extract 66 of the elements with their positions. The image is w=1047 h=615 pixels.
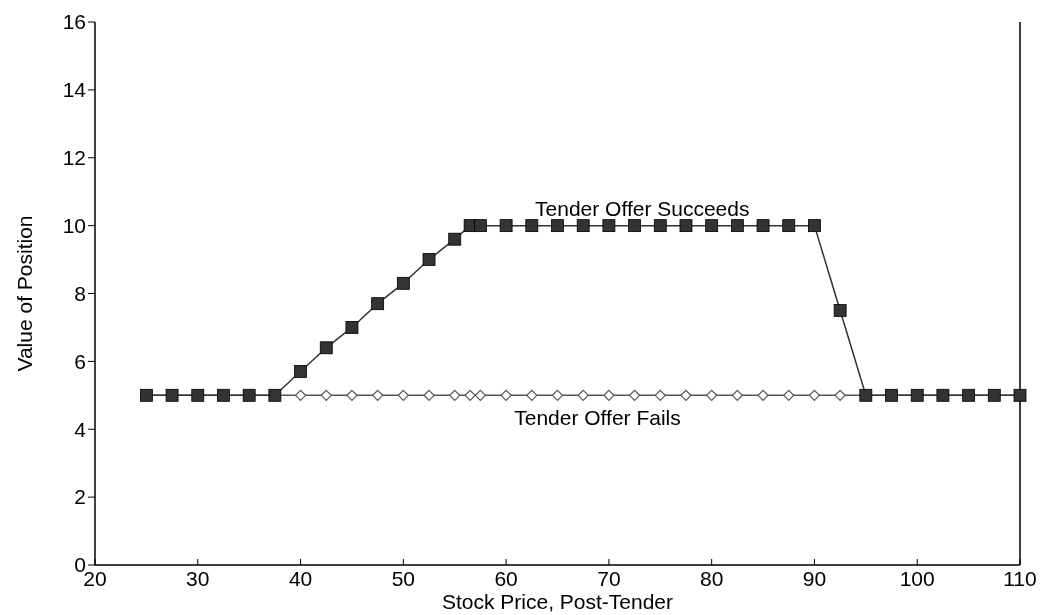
point bbox=[577, 389, 589, 401]
x-tick-label: 50 bbox=[391, 567, 416, 590]
point bbox=[396, 276, 410, 290]
x-tick-label: 70 bbox=[597, 567, 621, 590]
point bbox=[628, 389, 641, 401]
point bbox=[397, 389, 409, 401]
point bbox=[319, 341, 333, 355]
y-tick-label: 10 bbox=[62, 213, 86, 237]
y-axis-title: Value of Position bbox=[13, 215, 36, 372]
series-label: Tender Offer Fails bbox=[514, 406, 681, 430]
x-tick-label: 110 bbox=[1003, 567, 1037, 590]
x-axis-title: Stock Price, Post-Tender bbox=[441, 590, 674, 613]
point bbox=[525, 219, 539, 233]
point bbox=[500, 389, 512, 401]
x-tick-label: 100 bbox=[899, 567, 935, 590]
point bbox=[680, 389, 692, 401]
point bbox=[706, 389, 718, 401]
point bbox=[526, 389, 538, 401]
point bbox=[448, 232, 462, 246]
point bbox=[474, 389, 487, 401]
x-tick-label: 90 bbox=[802, 567, 827, 590]
point bbox=[705, 219, 719, 233]
point bbox=[756, 219, 770, 233]
point bbox=[834, 389, 846, 401]
point bbox=[757, 389, 769, 401]
point bbox=[474, 219, 487, 233]
point bbox=[653, 219, 667, 233]
point bbox=[294, 389, 307, 401]
x-tick-label: 80 bbox=[699, 567, 724, 590]
point bbox=[731, 389, 743, 401]
point bbox=[679, 219, 693, 233]
y-tick-label: 2 bbox=[74, 485, 86, 509]
point bbox=[783, 389, 795, 401]
y-tick-label: 12 bbox=[62, 146, 86, 170]
point bbox=[345, 321, 359, 334]
x-tick-label: 30 bbox=[186, 567, 210, 590]
y-tick-label: 8 bbox=[74, 281, 86, 305]
x-tick-label: 60 bbox=[494, 567, 518, 590]
point bbox=[833, 304, 847, 317]
point bbox=[782, 219, 796, 233]
point bbox=[464, 389, 476, 401]
point bbox=[603, 389, 615, 401]
point bbox=[371, 297, 385, 311]
point bbox=[423, 389, 435, 401]
series-label: Tender Offer Succeeds bbox=[535, 196, 750, 220]
point bbox=[654, 389, 666, 401]
point bbox=[808, 389, 821, 401]
y-tick-label: 4 bbox=[74, 417, 87, 441]
point bbox=[628, 219, 641, 233]
point bbox=[602, 219, 616, 233]
x-tick-label: 40 bbox=[288, 567, 313, 590]
point bbox=[449, 389, 461, 401]
point bbox=[499, 219, 513, 233]
point bbox=[576, 219, 590, 233]
point bbox=[730, 219, 744, 233]
y-tick-label: 16 bbox=[62, 10, 86, 34]
y-tick-label: 14 bbox=[62, 78, 87, 102]
point bbox=[808, 219, 821, 233]
point bbox=[294, 365, 307, 378]
point bbox=[551, 219, 564, 233]
y-tick-label: 6 bbox=[74, 349, 86, 373]
point bbox=[372, 389, 384, 401]
point bbox=[346, 389, 358, 401]
point bbox=[551, 389, 564, 401]
point bbox=[422, 253, 436, 266]
point bbox=[320, 389, 332, 401]
